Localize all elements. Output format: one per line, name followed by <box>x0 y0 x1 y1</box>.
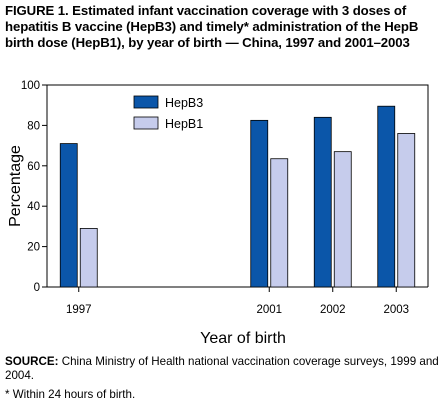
bar-HepB1-2001 <box>270 158 289 288</box>
bar-HepB3-1997 <box>59 143 78 288</box>
bar-HepB3-2003 <box>377 105 396 288</box>
legend-label-HepB3: HepB3 <box>165 96 203 110</box>
y-tick-label-1: 20 <box>27 242 40 254</box>
y-axis-title-group: Percentage <box>7 145 24 227</box>
source-label: SOURCE: <box>5 355 59 368</box>
x-tick-label-1997: 1997 <box>66 304 92 316</box>
plot-area: 0 20 40 60 80 100 1997 2001 2002 2003 HepB3 HepB1 <box>21 80 429 316</box>
legend-swatch-HepB1 <box>133 116 159 130</box>
x-tick-label-2002: 2002 <box>320 304 346 316</box>
plot-frame <box>46 84 429 287</box>
bar-chart: Percentage Year of birth 0 20 40 60 80 100 199… <box>7 80 429 347</box>
figure-title: FIGURE 1. Estimated infant vaccination c… <box>5 3 419 50</box>
y-tick-label-4: 80 <box>27 120 40 132</box>
y-tick-label-2: 40 <box>27 201 40 213</box>
x-tick-label-2001: 2001 <box>256 304 282 316</box>
y-tick-label-3: 60 <box>27 161 40 173</box>
y-axis-title: Percentage <box>7 145 24 227</box>
bar-HepB1-2002 <box>333 151 352 288</box>
y-tick-label-0: 0 <box>34 282 40 294</box>
legend-swatch-HepB3 <box>133 95 159 109</box>
bar-HepB3-2001 <box>250 119 269 288</box>
bar-HepB3-2002 <box>313 116 332 288</box>
bar-HepB1-2003 <box>397 133 416 288</box>
x-tick-label-2003: 2003 <box>383 304 409 316</box>
legend-label-HepB1: HepB1 <box>165 117 203 131</box>
y-tick-label-5: 100 <box>21 80 40 92</box>
x-axis-title: Year of birth <box>200 330 286 347</box>
source-note: SOURCE: China Ministry of Health nationa… <box>5 355 441 383</box>
footnote: * Within 24 hours of birth. <box>5 388 136 401</box>
source-text: China Ministry of Health national vaccin… <box>5 355 439 382</box>
bar-HepB1-1997 <box>79 228 98 288</box>
